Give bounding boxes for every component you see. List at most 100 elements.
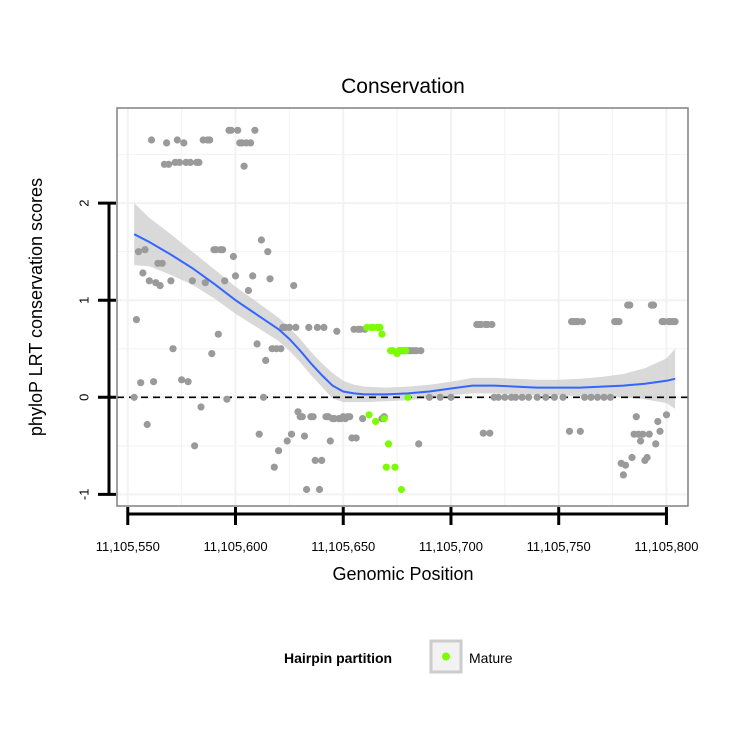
data-point-other xyxy=(223,395,231,403)
data-point-other xyxy=(600,393,608,401)
data-point-other xyxy=(275,447,283,455)
data-point-mature xyxy=(365,411,373,419)
data-point-other xyxy=(197,403,205,411)
data-point-other xyxy=(309,413,317,421)
data-point-other xyxy=(486,429,494,437)
legend-label-mature: Mature xyxy=(469,650,513,666)
data-point-other xyxy=(143,420,151,429)
data-point-other xyxy=(253,340,261,348)
legend-key-mature-dot xyxy=(442,652,450,661)
y-tick-label: 2 xyxy=(77,200,92,207)
legend: Hairpin partition Mature xyxy=(284,639,513,674)
data-point-other xyxy=(436,393,444,401)
data-point-mature xyxy=(378,330,386,338)
data-point-mature xyxy=(372,417,380,426)
data-point-other xyxy=(615,318,623,326)
y-tick-label: 1 xyxy=(77,297,92,304)
data-point-other xyxy=(229,252,237,261)
data-point-other xyxy=(173,136,181,144)
x-axis-title: Genomic Position xyxy=(332,564,473,584)
data-point-other xyxy=(186,158,194,166)
data-point-other xyxy=(231,272,240,280)
data-point-other xyxy=(578,318,587,326)
data-point-other xyxy=(191,442,199,450)
data-point-other xyxy=(165,160,173,168)
data-point-mature xyxy=(380,415,388,423)
data-point-other xyxy=(576,427,584,435)
x-tick-label: 11,105,550 xyxy=(96,539,160,554)
data-point-mature xyxy=(391,463,399,471)
data-point-other xyxy=(175,158,184,166)
data-point-other xyxy=(559,393,567,401)
data-point-other xyxy=(214,330,222,338)
data-point-other xyxy=(346,413,354,421)
data-point-other xyxy=(270,463,278,471)
data-point-other xyxy=(315,485,324,494)
data-point-other xyxy=(326,437,334,445)
data-point-other xyxy=(518,393,526,401)
data-point-other xyxy=(318,456,326,464)
data-point-other xyxy=(147,136,156,144)
data-point-other xyxy=(305,323,313,331)
x-tick-label: 11,105,650 xyxy=(311,539,375,554)
data-point-other xyxy=(606,393,615,401)
data-point-other xyxy=(240,162,248,170)
data-point-other xyxy=(542,393,550,401)
data-point-other xyxy=(303,485,311,494)
panel-background xyxy=(117,108,688,506)
data-point-other xyxy=(137,379,145,387)
data-point-other xyxy=(150,378,158,386)
data-point-other xyxy=(525,393,533,401)
data-point-other xyxy=(581,393,589,401)
data-point-other xyxy=(626,301,634,309)
data-point-other xyxy=(637,437,645,445)
data-point-other xyxy=(255,430,263,438)
data-point-other xyxy=(550,393,559,401)
data-point-other xyxy=(654,417,662,426)
data-point-other xyxy=(141,246,149,254)
points-mature xyxy=(363,323,412,494)
x-tick-label: 11,105,750 xyxy=(527,539,591,554)
chart-title: Conservation xyxy=(341,75,465,98)
plot-panel xyxy=(116,107,689,507)
data-point-other xyxy=(425,393,433,401)
data-point-other xyxy=(178,376,186,384)
data-point-other xyxy=(501,393,509,401)
data-point-other xyxy=(145,277,153,285)
data-point-other xyxy=(298,413,306,421)
data-point-other xyxy=(249,272,257,280)
data-point-other xyxy=(533,393,541,401)
data-point-other xyxy=(206,136,214,144)
data-point-other xyxy=(130,393,138,401)
data-point-other xyxy=(221,277,229,285)
data-point-other xyxy=(134,248,143,256)
data-point-other xyxy=(479,429,487,437)
data-point-other xyxy=(619,471,628,479)
data-point-mature xyxy=(397,485,405,494)
data-point-other xyxy=(632,413,640,421)
data-point-other xyxy=(333,327,341,335)
data-point-other xyxy=(488,320,496,329)
data-point-other xyxy=(511,393,520,401)
data-point-other xyxy=(158,259,166,267)
legend-title: Hairpin partition xyxy=(284,650,392,666)
data-point-other xyxy=(251,126,259,134)
data-point-other xyxy=(415,440,423,448)
data-point-other xyxy=(287,430,296,438)
x-tick-label: 11,105,600 xyxy=(203,539,267,554)
data-point-other xyxy=(219,246,227,254)
data-point-other xyxy=(257,236,265,244)
smooth-line xyxy=(133,233,676,396)
data-point-other xyxy=(643,453,651,462)
data-point-other xyxy=(163,139,171,147)
data-point-other xyxy=(359,415,367,423)
data-point-other xyxy=(628,453,636,462)
x-axis: 11,105,550 11,105,600 11,105,650 11,105,700… xyxy=(96,507,699,554)
y-axis-title: phyloP LRT conservation scores xyxy=(26,178,46,436)
data-point-other xyxy=(494,393,502,401)
data-point-other xyxy=(195,158,203,166)
data-point-other xyxy=(290,282,298,290)
data-point-other xyxy=(283,437,291,445)
data-point-other xyxy=(300,432,309,440)
data-point-mature xyxy=(404,393,412,401)
